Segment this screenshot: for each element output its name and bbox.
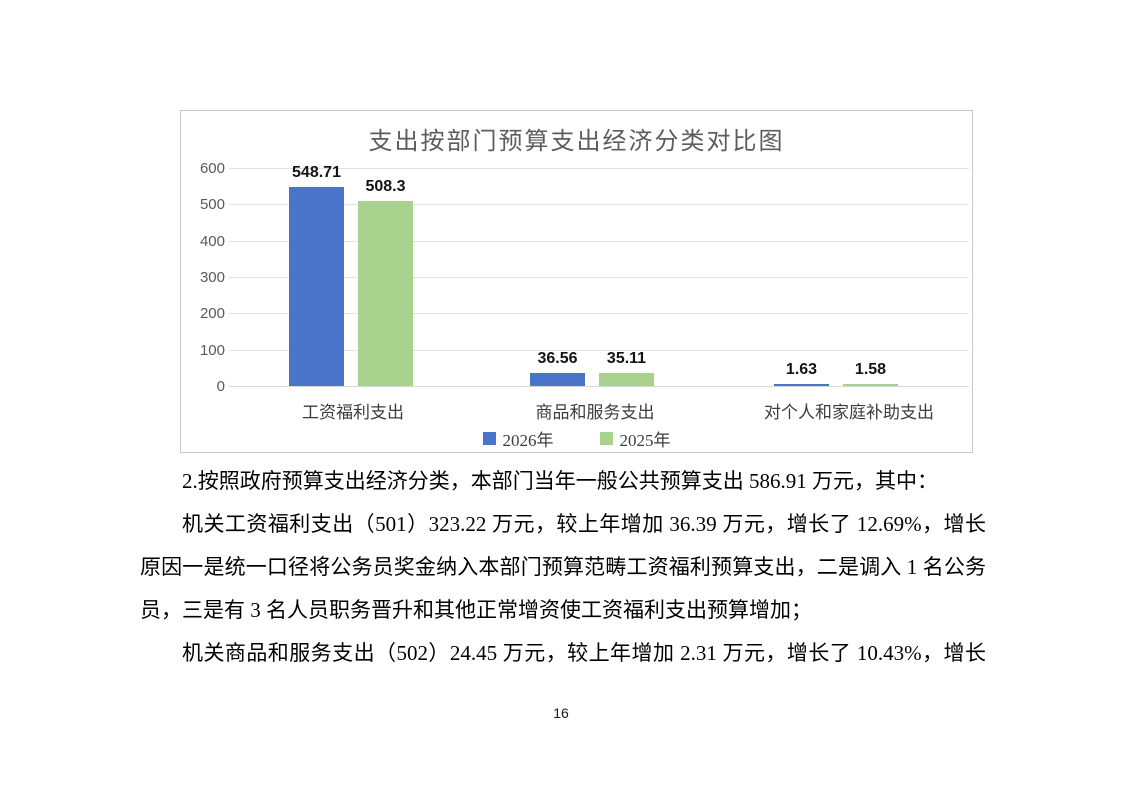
legend-label: 2026年 bbox=[502, 431, 554, 450]
category-label: 对个人和家庭补助支出 bbox=[764, 403, 934, 422]
gridline bbox=[229, 204, 969, 206]
expenditure-comparison-chart: 支出按部门预算支出经济分类对比图 0 100 200 300 400 500 600 548… bbox=[180, 110, 973, 453]
body-text-line: 机关工资福利支出（501）323.22 万元，较上年增加 36.39 万元，增长… bbox=[182, 512, 986, 536]
bar-value-label: 1.58 bbox=[854, 361, 887, 378]
body-text-line: 员，三是有 3 名人员职务晋升和其他正常增资使工资福利支出预算增加； bbox=[140, 598, 812, 622]
body-text-line: 原因一是统一口径将公务员奖金纳入本部门预算范畴工资福利预算支出，二是调入 1 名… bbox=[140, 555, 986, 579]
body-text-line: 机关商品和服务支出（502）24.45 万元，较上年增加 2.31 万元，增长了… bbox=[182, 641, 986, 665]
y-axis-tick-label: 500 bbox=[199, 196, 225, 214]
page-number: 16 bbox=[553, 705, 569, 721]
bar-value-label: 508.3 bbox=[365, 178, 406, 196]
chart-bar bbox=[358, 201, 413, 386]
body-text-line: 2.按照政府预算支出经济分类，本部门当年一般公共预算支出 586.91 万元，其… bbox=[182, 469, 938, 493]
bar-value-label: 35.11 bbox=[606, 350, 647, 368]
y-axis-tick-label: 400 bbox=[199, 232, 225, 250]
chart-title: 支出按部门预算支出经济分类对比图 bbox=[368, 129, 785, 155]
gridline bbox=[229, 168, 969, 169]
category-label: 工资福利支出 bbox=[302, 403, 404, 422]
chart-bar bbox=[289, 186, 344, 386]
legend-swatch-icon bbox=[599, 432, 613, 445]
gridline bbox=[229, 277, 969, 278]
chart-bar bbox=[774, 384, 829, 386]
legend-item: 2026年 bbox=[482, 426, 554, 451]
gridline bbox=[229, 313, 969, 315]
legend-item: 2025年 bbox=[599, 426, 671, 451]
legend-swatch-icon bbox=[482, 432, 496, 445]
bar-value-label: 548.71 bbox=[292, 163, 341, 181]
chart-bar bbox=[843, 384, 898, 386]
chart-legend: 2026年 2025年 bbox=[181, 426, 972, 451]
y-axis-tick-label: 300 bbox=[199, 269, 225, 286]
gridline bbox=[229, 349, 969, 351]
gridline bbox=[229, 240, 969, 242]
chart-bar bbox=[530, 372, 585, 386]
y-axis-tick-label: 200 bbox=[199, 305, 225, 323]
y-axis-tick-label: 0 bbox=[216, 378, 225, 395]
y-axis-tick-label: 600 bbox=[199, 160, 225, 177]
bar-value-label: 36.56 bbox=[537, 349, 578, 367]
chart-bar bbox=[599, 373, 654, 386]
y-axis-tick-label: 100 bbox=[199, 341, 225, 359]
bar-value-label: 1.63 bbox=[785, 361, 818, 378]
body-text: 2.按照政府预算支出经济分类，本部门当年一般公共预算支出 586.91 万元，其… bbox=[140, 460, 986, 675]
legend-label: 2025年 bbox=[619, 431, 671, 450]
gridline bbox=[229, 386, 969, 387]
category-label: 商品和服务支出 bbox=[535, 403, 655, 422]
